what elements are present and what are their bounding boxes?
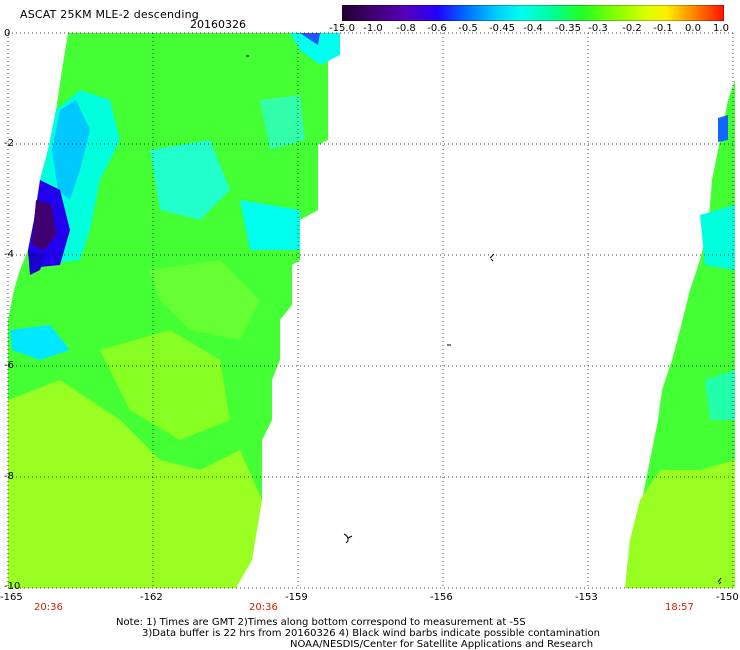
colorbar-label: -0.5 bbox=[458, 23, 478, 34]
colorbar-label: -15.0 bbox=[329, 23, 355, 34]
time-label: 20:36 bbox=[249, 602, 278, 613]
colorbar-label: -0.3 bbox=[588, 23, 608, 34]
colorbar-label: 1.0 bbox=[713, 23, 729, 34]
note-line-2: 3)Data buffer is 22 hrs from 20160326 4)… bbox=[142, 628, 600, 639]
x-label: -150 bbox=[716, 592, 739, 603]
map-date: 20160326 bbox=[190, 18, 246, 31]
y-label: -10 bbox=[4, 581, 21, 592]
colorbar-label: -0.2 bbox=[622, 23, 642, 34]
y-label: -6 bbox=[4, 360, 14, 371]
x-label: -153 bbox=[575, 592, 598, 603]
colorbar-label: -0.1 bbox=[653, 23, 673, 34]
colorbar-label: -1.0 bbox=[363, 23, 383, 34]
y-label: -2 bbox=[4, 138, 14, 149]
y-label: -4 bbox=[4, 249, 14, 260]
y-label: -8 bbox=[4, 471, 14, 482]
colorbar-label: -0.4 bbox=[523, 23, 543, 34]
time-label: 18:57 bbox=[665, 602, 694, 613]
colorbar-labels: -15.0 -1.0 -0.8 -0.6 -0.5 -0.45 -0.4 -0.… bbox=[329, 23, 730, 37]
colorbar-label: -0.35 bbox=[555, 23, 581, 34]
x-label: -165 bbox=[0, 592, 23, 603]
note-line-1: Note: 1) Times are GMT 2)Times along bot… bbox=[116, 617, 526, 628]
x-label: -162 bbox=[140, 592, 163, 603]
colorbar-label: -0.45 bbox=[489, 23, 515, 34]
x-label: -156 bbox=[430, 592, 453, 603]
left-swath bbox=[8, 33, 340, 588]
y-label: 0 bbox=[4, 28, 11, 39]
note-line-3: NOAA/NESDIS/Center for Satellite Applica… bbox=[290, 639, 594, 650]
colorbar-label: -0.6 bbox=[427, 23, 447, 34]
grid bbox=[7, 32, 735, 589]
colorbar-label: 0.0 bbox=[685, 23, 701, 34]
map-title: ASCAT 25KM MLE-2 descending bbox=[20, 8, 199, 21]
right-swath bbox=[625, 80, 735, 588]
colorbar-label: -0.8 bbox=[396, 23, 416, 34]
time-label: 20:36 bbox=[34, 602, 63, 613]
x-label: -159 bbox=[285, 592, 308, 603]
colorbar bbox=[342, 5, 724, 21]
wind-barbs bbox=[246, 55, 722, 585]
